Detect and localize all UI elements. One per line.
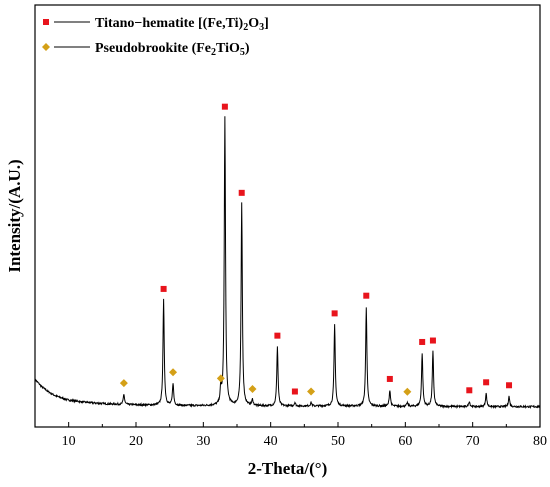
x-tick-label: 60: [398, 434, 412, 449]
x-axis-title: 2-Theta/(°): [248, 459, 328, 478]
pseudobrookite-marker: [403, 387, 412, 396]
pseudobrookite-marker: [248, 384, 257, 393]
y-axis-title: Intensity/(A.U.): [5, 159, 24, 272]
pseudobrookite-marker: [307, 387, 316, 396]
titano-hematite-marker: [429, 337, 436, 344]
titano-hematite-marker: [506, 382, 513, 389]
titano-hematite-marker: [483, 379, 490, 386]
titano-hematite-marker: [291, 388, 298, 395]
phase-markers: [119, 103, 513, 396]
x-tick-label: 10: [62, 434, 76, 449]
titano-hematite-marker: [466, 387, 473, 394]
x-tick-label: 50: [331, 434, 345, 449]
x-tick-label: 20: [129, 434, 143, 449]
legend: Titano−hematite [(Fe,Ti)2O3] Pseudobrooki…: [42, 16, 269, 58]
pseudobrookite-marker: [169, 368, 178, 377]
titano-hematite-marker: [419, 338, 426, 345]
titano-hematite-marker: [274, 332, 281, 339]
x-tick-label: 80: [533, 434, 547, 449]
x-axis: 10 20 30 40 50 60 70 80: [62, 422, 547, 449]
titano-hematite-marker: [221, 103, 228, 110]
titano-hematite-marker: [386, 375, 393, 382]
xrd-pattern-line: [34, 116, 541, 410]
plot-frame: [34, 4, 541, 428]
plot-area: [34, 4, 541, 428]
x-tick-label: 30: [196, 434, 210, 449]
legend-diamond-icon: [42, 43, 50, 51]
x-tick-label: 70: [466, 434, 480, 449]
titano-hematite-marker: [363, 292, 370, 299]
pseudobrookite-marker: [119, 379, 128, 388]
pseudobrookite-marker: [216, 374, 225, 383]
x-tick-label: 40: [264, 434, 278, 449]
legend-square-icon: [43, 19, 49, 25]
titano-hematite-marker: [331, 310, 338, 317]
legend-label: Pseudobrookite (Fe2TiO5): [95, 41, 250, 58]
titano-hematite-marker: [160, 285, 167, 292]
titano-hematite-marker: [238, 189, 245, 196]
legend-label: Titano−hematite [(Fe,Ti)2O3]: [95, 16, 269, 33]
